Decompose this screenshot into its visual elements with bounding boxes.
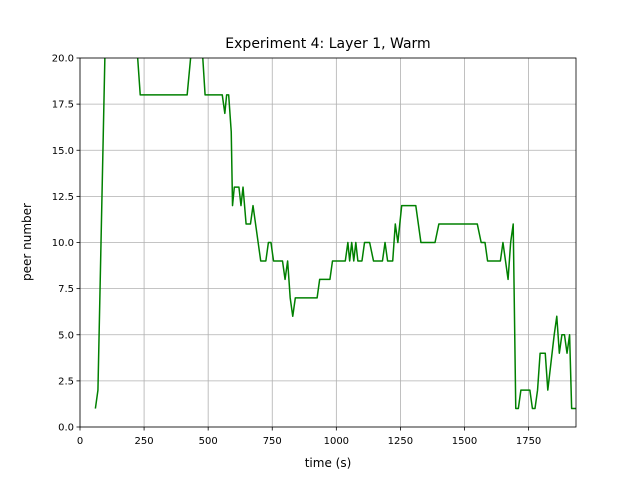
y-tick-label: 12.5 — [52, 192, 74, 203]
y-tick-label: 17.5 — [52, 100, 74, 111]
y-tick-label: 0.0 — [58, 423, 74, 434]
y-tick-label: 20.0 — [52, 54, 74, 65]
y-tick-label: 2.5 — [58, 376, 74, 387]
ticks: 0 250 500 750 1000 1250 1500 1750 0.0 2.5 5.0 7.5 10… — [52, 54, 542, 448]
data-line — [94, 58, 576, 410]
x-axis-label: time (s) — [305, 456, 352, 470]
y-tick-label: 10.0 — [52, 238, 74, 249]
x-tick-label: 1750 — [516, 436, 541, 447]
x-tick-label: 500 — [199, 436, 218, 447]
plot-area — [94, 58, 576, 410]
y-tick-label: 7.5 — [58, 284, 74, 295]
x-tick-label: 0 — [77, 436, 83, 447]
x-tick-label: 1250 — [388, 436, 413, 447]
y-tick-label: 5.0 — [58, 330, 74, 341]
x-tick-label: 250 — [135, 436, 154, 447]
x-tick-label: 1000 — [324, 436, 349, 447]
x-tick-label: 1500 — [452, 436, 477, 447]
y-axis-label: peer number — [20, 203, 34, 281]
x-tick-label: 750 — [263, 436, 282, 447]
y-tick-label: 15.0 — [52, 146, 74, 157]
chart-title: Experiment 4: Layer 1, Warm — [225, 36, 430, 52]
